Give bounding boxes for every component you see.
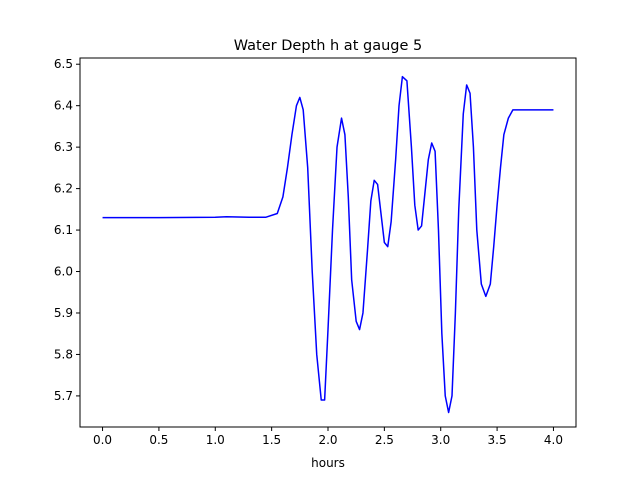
x-tick-label: 3.5 (488, 433, 507, 447)
x-tick-label: 4.0 (544, 433, 563, 447)
x-axis-ticks: 0.0 0.5 1.0 1.5 2.0 2.5 3.0 3.5 4.0 (93, 427, 563, 447)
y-tick-label: 6.2 (54, 182, 73, 196)
y-tick-label: 5.7 (54, 389, 73, 403)
y-tick-label: 6.1 (54, 223, 73, 237)
x-tick-label: 0.0 (93, 433, 112, 447)
chart-title: Water Depth h at gauge 5 (234, 38, 422, 54)
y-tick-label: 5.9 (54, 306, 73, 320)
x-tick-label: 1.0 (206, 433, 225, 447)
series-line-0 (102, 75, 554, 414)
x-tick-label: 3.0 (431, 433, 450, 447)
x-tick-label: 1.5 (262, 433, 281, 447)
y-tick-label: 6.5 (54, 57, 73, 71)
y-tick-label: 6.0 (54, 265, 73, 279)
plot-frame (79, 57, 577, 428)
plot-area (102, 75, 554, 414)
y-axis-ticks: 5.7 5.8 5.9 6.0 6.1 6.2 6.3 6.4 6.5 (54, 57, 80, 403)
x-tick-label: 0.5 (149, 433, 168, 447)
x-tick-label: 2.0 (318, 433, 337, 447)
y-tick-label: 6.4 (54, 99, 73, 113)
x-axis-label: hours (311, 456, 345, 470)
x-tick-label: 2.5 (375, 433, 394, 447)
y-tick-label: 6.3 (54, 140, 73, 154)
y-tick-label: 5.8 (54, 347, 73, 361)
